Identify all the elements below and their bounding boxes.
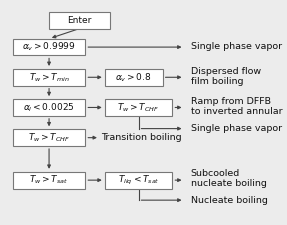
Text: $T_w > T_{CHF}$: $T_w > T_{CHF}$	[117, 101, 160, 114]
Text: Nucleate boiling: Nucleate boiling	[191, 196, 267, 205]
FancyBboxPatch shape	[105, 172, 172, 189]
FancyBboxPatch shape	[13, 39, 85, 56]
Text: $T_w > T_{sat}$: $T_w > T_{sat}$	[29, 174, 69, 186]
FancyBboxPatch shape	[105, 99, 172, 116]
FancyBboxPatch shape	[49, 12, 110, 29]
Text: $\alpha_l < 0.0025$: $\alpha_l < 0.0025$	[23, 101, 75, 114]
Text: Single phase vapor: Single phase vapor	[191, 43, 282, 52]
Text: Subcooled
nucleate boiling: Subcooled nucleate boiling	[191, 169, 266, 188]
Text: $T_w > T_{CHF}$: $T_w > T_{CHF}$	[28, 131, 70, 144]
Text: Transition boiling: Transition boiling	[101, 133, 182, 142]
Text: $\alpha_v > 0.9999$: $\alpha_v > 0.9999$	[22, 41, 76, 53]
FancyBboxPatch shape	[13, 99, 85, 116]
FancyBboxPatch shape	[13, 69, 85, 86]
FancyBboxPatch shape	[105, 69, 163, 86]
Text: $T_{liq} < T_{sat}$: $T_{liq} < T_{sat}$	[118, 174, 159, 187]
Text: Enter: Enter	[67, 16, 92, 25]
FancyBboxPatch shape	[13, 172, 85, 189]
Text: Single phase vapor: Single phase vapor	[191, 124, 282, 133]
Text: $\alpha_v > 0.8$: $\alpha_v > 0.8$	[115, 71, 152, 83]
Text: Dispersed flow
film boiling: Dispersed flow film boiling	[191, 67, 261, 86]
Text: $T_w > T_{min}$: $T_w > T_{min}$	[29, 71, 69, 83]
FancyBboxPatch shape	[13, 129, 85, 146]
Text: Ramp from DFFB
to inverted annular: Ramp from DFFB to inverted annular	[191, 97, 282, 116]
